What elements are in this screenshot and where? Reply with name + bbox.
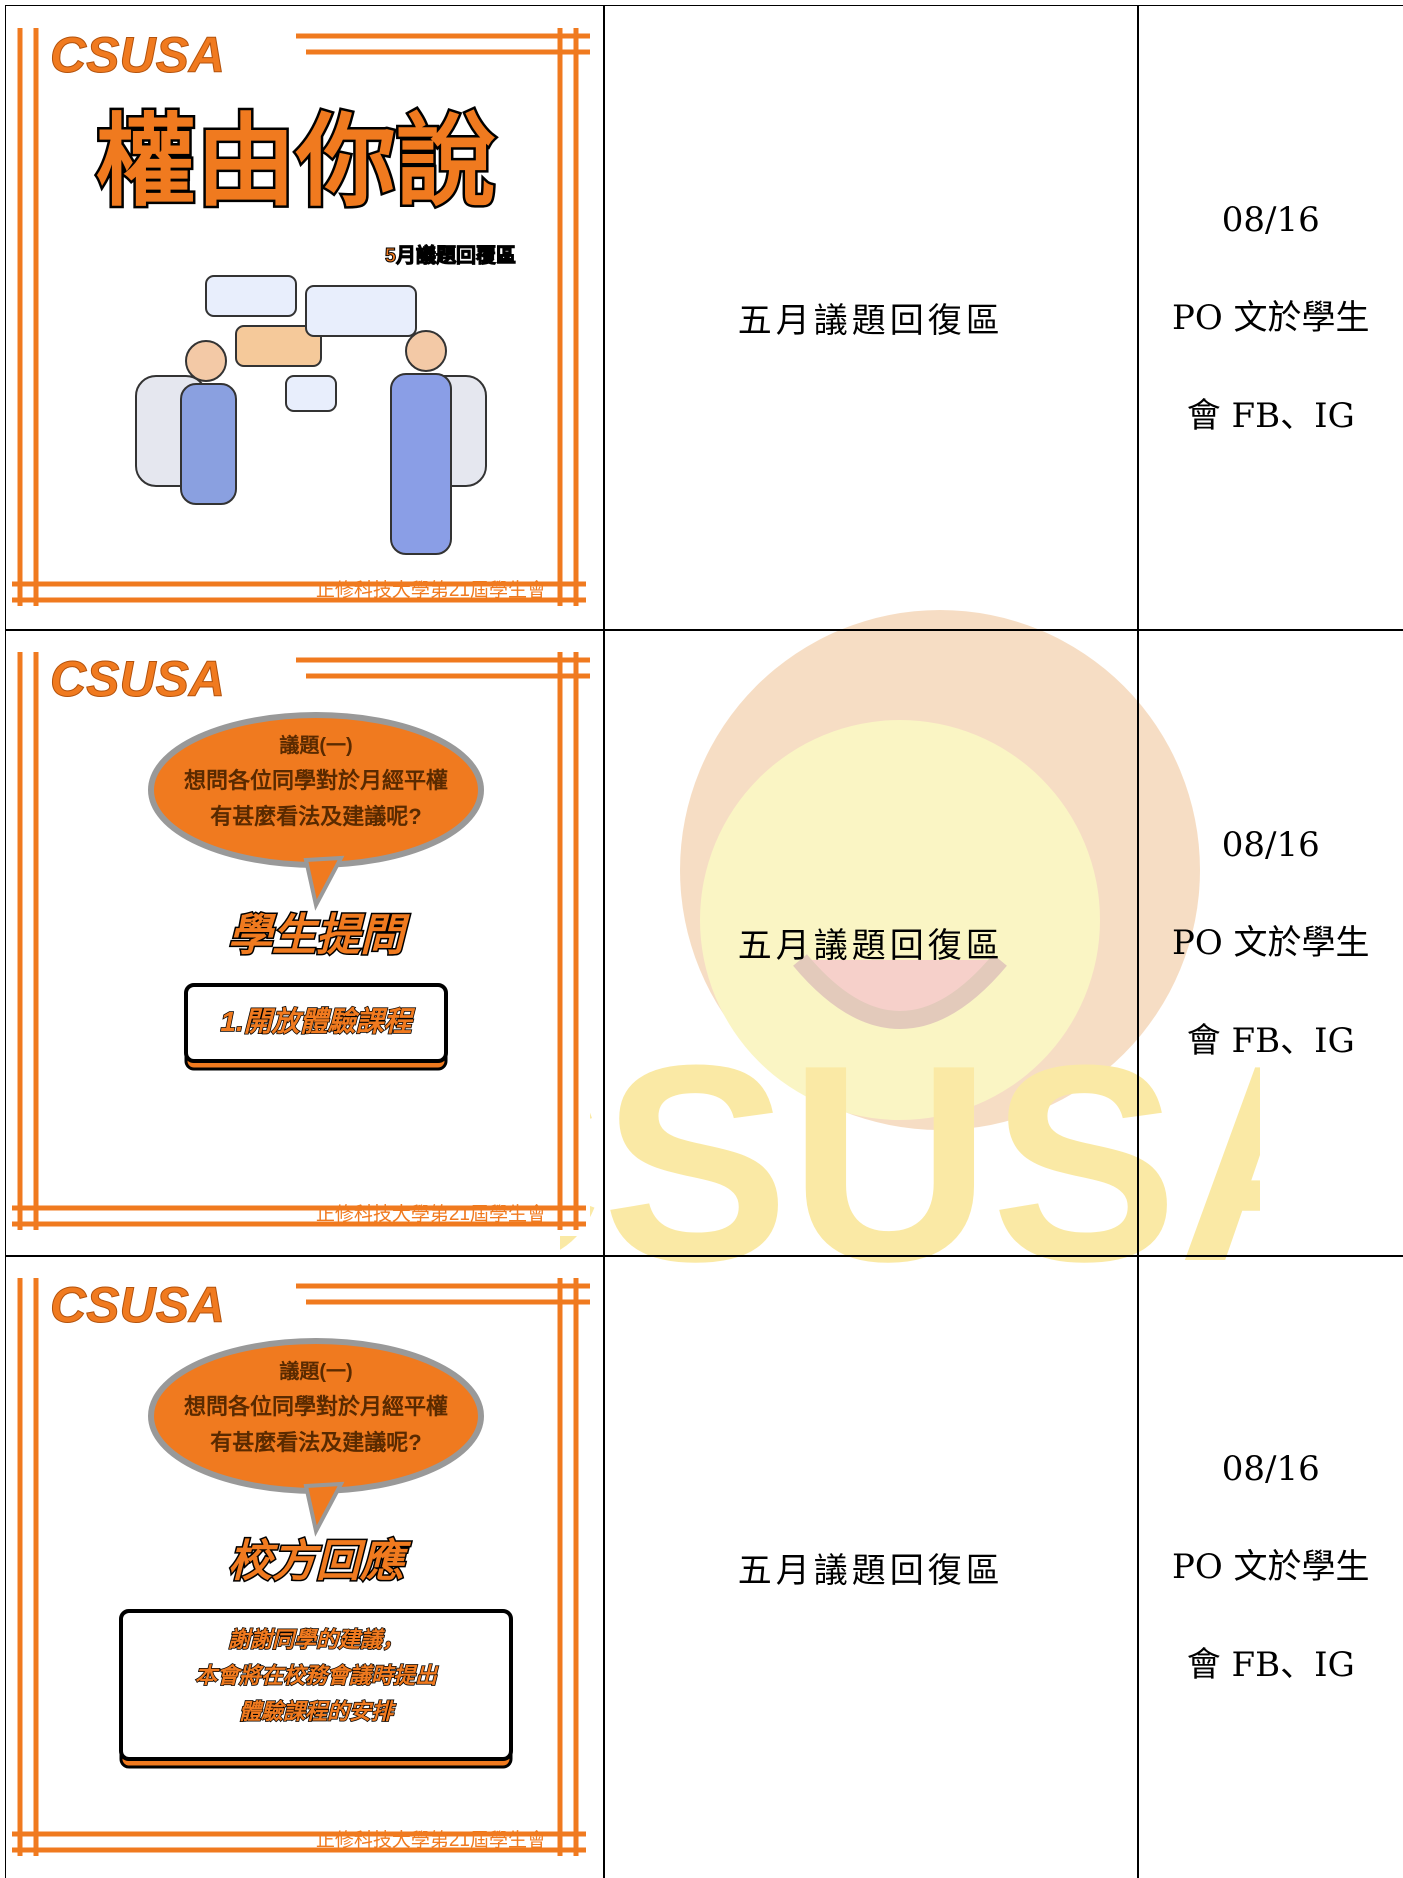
schedule-line: 會 FB、IG bbox=[1186, 1020, 1355, 1061]
person-body bbox=[390, 373, 452, 555]
description: 五月議題回復區 bbox=[737, 301, 1004, 342]
bubble-text: 有甚麼看法及建議呢? bbox=[210, 1430, 421, 1455]
schedule-line: PO 文於學生 bbox=[1171, 1547, 1370, 1588]
poster-footer: 正修科技大學第21屆學生會 bbox=[316, 1203, 546, 1225]
watermark: CSUSA bbox=[560, 610, 1260, 1320]
box bbox=[119, 1609, 513, 1761]
bubble-text: 想問各位同學對於月經平權 bbox=[184, 768, 448, 793]
person-head bbox=[405, 330, 447, 372]
table-cell: 08/16 PO 文於學生會 FB、IG bbox=[1137, 5, 1403, 631]
poster-footer: 正修科技大學第21屆學生會 bbox=[316, 1829, 546, 1851]
box-text: 體驗課程的安排 bbox=[239, 1699, 397, 1724]
speech-bubble bbox=[285, 375, 337, 412]
poster-subtitle: 5月議題回覆區 bbox=[385, 243, 516, 267]
poster-bg bbox=[12, 14, 590, 612]
schedule-line: PO 文於學生 bbox=[1171, 297, 1370, 338]
description: 五月議題回復區 bbox=[737, 926, 1004, 967]
poster-brand: CSUSA bbox=[50, 651, 225, 707]
lion-mane bbox=[680, 610, 1200, 1130]
poster-brand: CSUSA bbox=[50, 1277, 225, 1333]
table-cell: 五月議題回復區 bbox=[603, 629, 1139, 1257]
poster: CSUSA 正修科技大學第21屆學生會 議題(一) 想問各位同學對於月經平權有甚麼看法… bbox=[12, 1264, 590, 1862]
poster: CSUSA 正修科技大學第21屆學生會 權由你說 5月議題回覆區 bbox=[12, 14, 590, 612]
schedule-line: PO 文於學生 bbox=[1171, 922, 1370, 963]
speech-tail bbox=[303, 855, 345, 911]
description: 五月議題回復區 bbox=[737, 1550, 1004, 1591]
bubble-text: 議題(一) bbox=[279, 1359, 352, 1383]
lion-face bbox=[700, 720, 1100, 1120]
speech-bubble bbox=[205, 275, 297, 317]
poster: CSUSA 正修科技大學第21屆學生會 議題(一) 想問各位同學對於月經平權有甚麼看法… bbox=[12, 638, 590, 1236]
schedule-line: 會 FB、IG bbox=[1186, 1645, 1355, 1686]
person-body bbox=[180, 383, 237, 505]
table-cell: 五月議題回復區 bbox=[603, 5, 1139, 631]
box-text: 本會將在校務會議時提出 bbox=[195, 1663, 439, 1688]
table-cell: 08/16 PO 文於學生會 FB、IG bbox=[1137, 629, 1403, 1257]
table-cell: 08/16 PO 文於學生會 FB、IG bbox=[1137, 1255, 1403, 1878]
poster-heading: 學生提問 bbox=[228, 911, 410, 960]
poster-heading: 校方回應 bbox=[228, 1537, 412, 1586]
person-head bbox=[185, 340, 227, 382]
table-cell: CSUSA 正修科技大學第21屆學生會 議題(一) 想問各位同學對於月經平權 有甚麼看法… bbox=[5, 629, 605, 1257]
table-cell: CSUSA 正修科技大學第21屆學生會 議題(一) 想問各位同學對於月經平權 有甚麼看法… bbox=[5, 1255, 605, 1878]
box bbox=[184, 983, 448, 1063]
schedule-line: 08/16 bbox=[1221, 199, 1320, 240]
poster-brand: CSUSA bbox=[50, 27, 225, 83]
speech-tail bbox=[303, 1481, 345, 1537]
bubble-text: 想問各位同學對於月經平權 bbox=[184, 1394, 448, 1419]
speech-bubble bbox=[305, 285, 417, 337]
poster-title: 權由你說 bbox=[96, 106, 496, 218]
lion-mouth bbox=[793, 954, 1007, 1029]
schedule-line: 08/16 bbox=[1221, 1449, 1320, 1490]
poster-footer: 正修科技大學第21屆學生會 bbox=[316, 579, 546, 601]
schedule-line: 08/16 bbox=[1221, 824, 1320, 865]
table-cell: 五月議題回復區 bbox=[603, 1255, 1139, 1878]
box-text: 謝謝同學的建議， bbox=[228, 1627, 404, 1652]
bubble-text: 有甚麼看法及建議呢? bbox=[210, 804, 421, 829]
watermark-text: CSUSA bbox=[560, 1008, 1260, 1320]
speech-bubble bbox=[235, 325, 322, 367]
bubble-text: 議題(一) bbox=[279, 733, 352, 757]
schedule-line: 會 FB、IG bbox=[1186, 395, 1355, 436]
table-cell: CSUSA 正修科技大學第21屆學生會 權由你說 5月議題回覆區 bbox=[5, 5, 605, 631]
box-text: 1.開放體驗課程 bbox=[220, 1006, 415, 1037]
